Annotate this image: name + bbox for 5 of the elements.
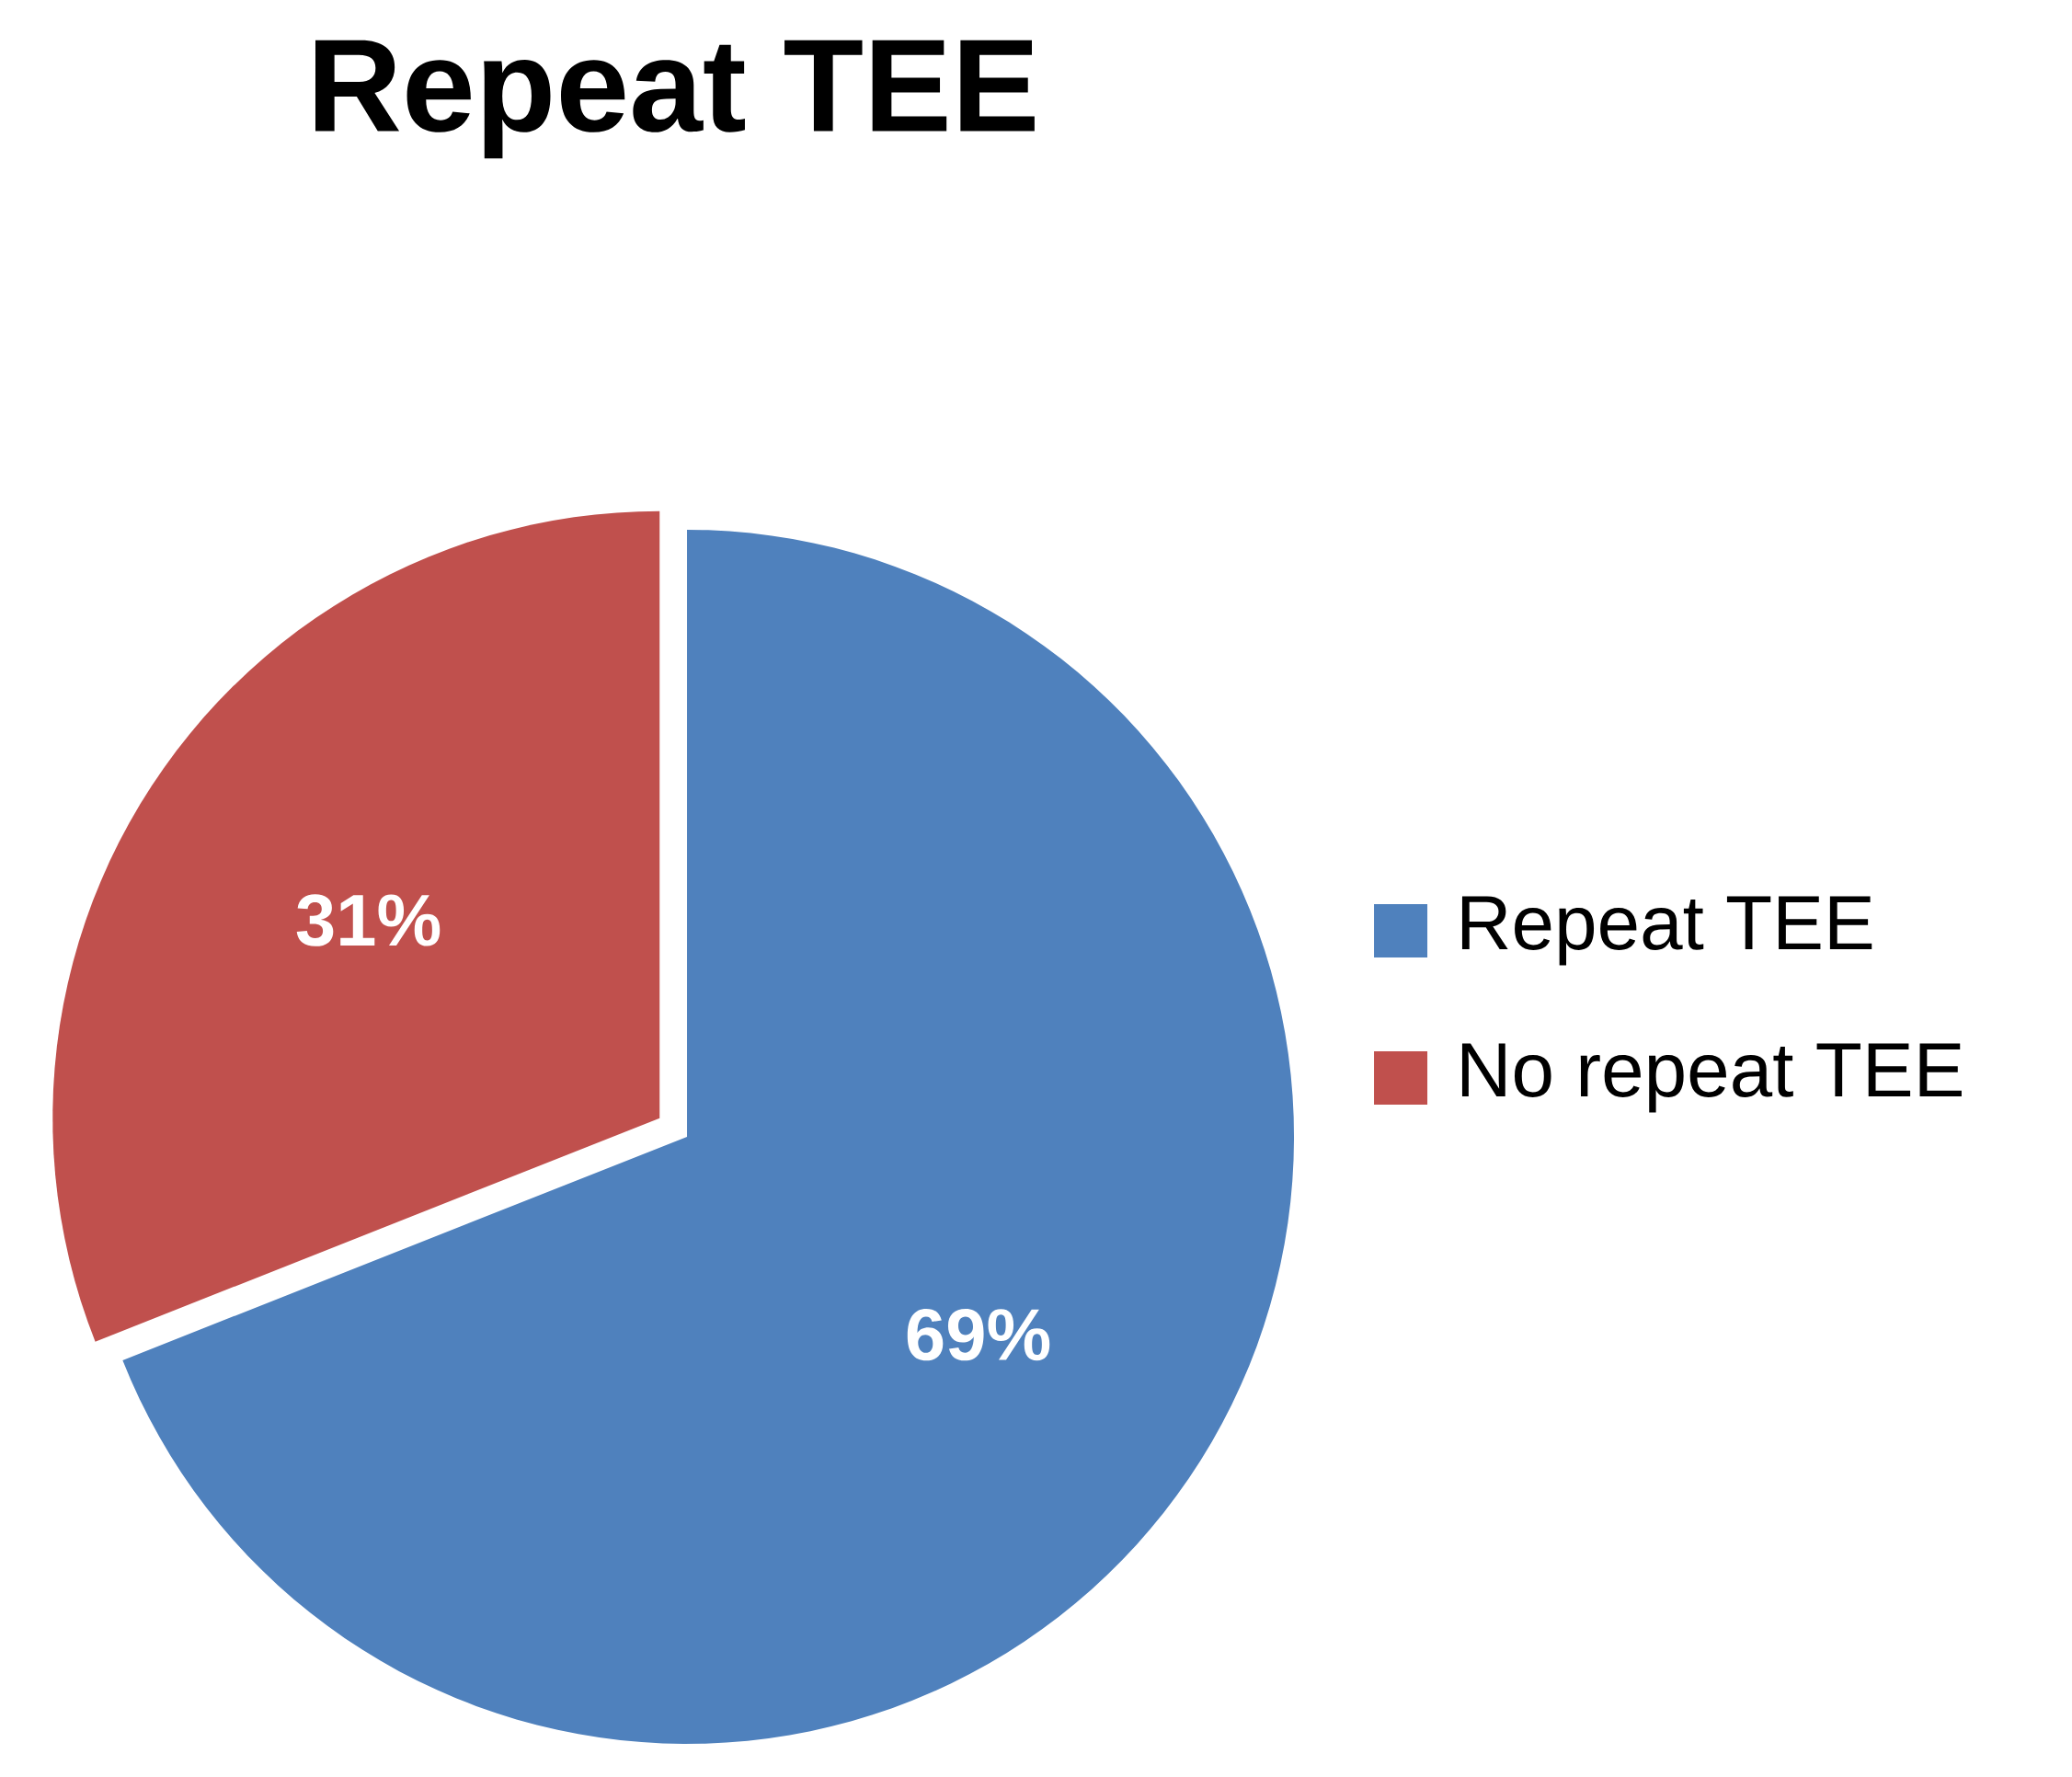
chart-title: Repeat TEE [315, 40, 1035, 159]
legend-label: Repeat TEE [1461, 896, 1872, 966]
data-label: 31% [296, 894, 441, 946]
data-label: 69% [907, 1308, 1050, 1361]
legend-label: No repeat TEE [1461, 1043, 1962, 1113]
